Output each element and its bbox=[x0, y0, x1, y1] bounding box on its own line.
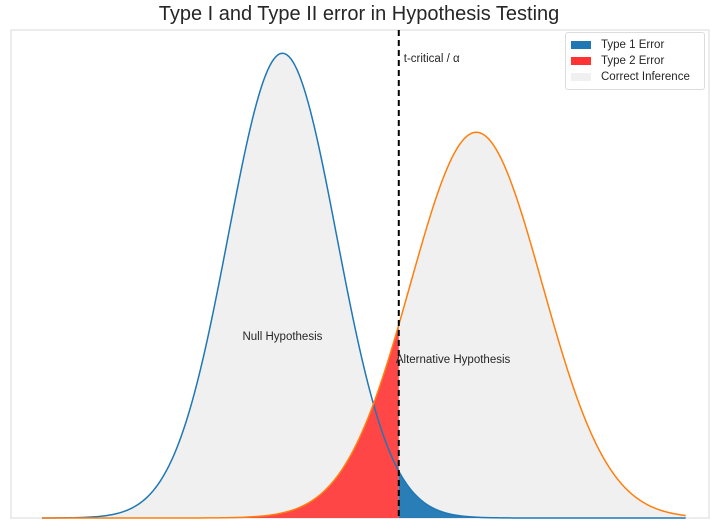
alternative-hypothesis-curve bbox=[42, 131, 686, 519]
chart-title: Type I and Type II error in Hypothesis T… bbox=[158, 3, 560, 25]
legend-swatch-correct-inference bbox=[571, 73, 591, 81]
critical-value-label: t-critical / α bbox=[403, 53, 460, 65]
annotation-alternative-hypothesis: Alternative Hypothesis bbox=[395, 353, 511, 366]
legend-item-type-2-error: Type 2 Error bbox=[571, 54, 664, 68]
legend-label-type-2-error: Type 2 Error bbox=[601, 55, 665, 67]
alternative-correct-inference-area bbox=[398, 132, 686, 518]
legend-swatch-type-2-error bbox=[571, 57, 591, 65]
legend-item-type-1-error: Type 1 Error bbox=[571, 38, 664, 52]
legend: Type 1 Error Type 2 Error Correct Infere… bbox=[565, 32, 705, 90]
legend-item-correct-inference: Correct Inference bbox=[571, 70, 690, 84]
null-hypothesis-curve bbox=[42, 52, 686, 519]
null-correct-inference-area bbox=[42, 53, 399, 519]
type-1-error-area bbox=[398, 471, 686, 518]
type-2-error-area bbox=[42, 324, 399, 518]
annotation-null-hypothesis: Null Hypothesis bbox=[242, 330, 323, 343]
legend-label-type-1-error: Type 1 Error bbox=[601, 39, 665, 51]
legend-label-correct-inference: Correct Inference bbox=[601, 71, 690, 83]
legend-swatch-type-1-error bbox=[571, 41, 591, 49]
